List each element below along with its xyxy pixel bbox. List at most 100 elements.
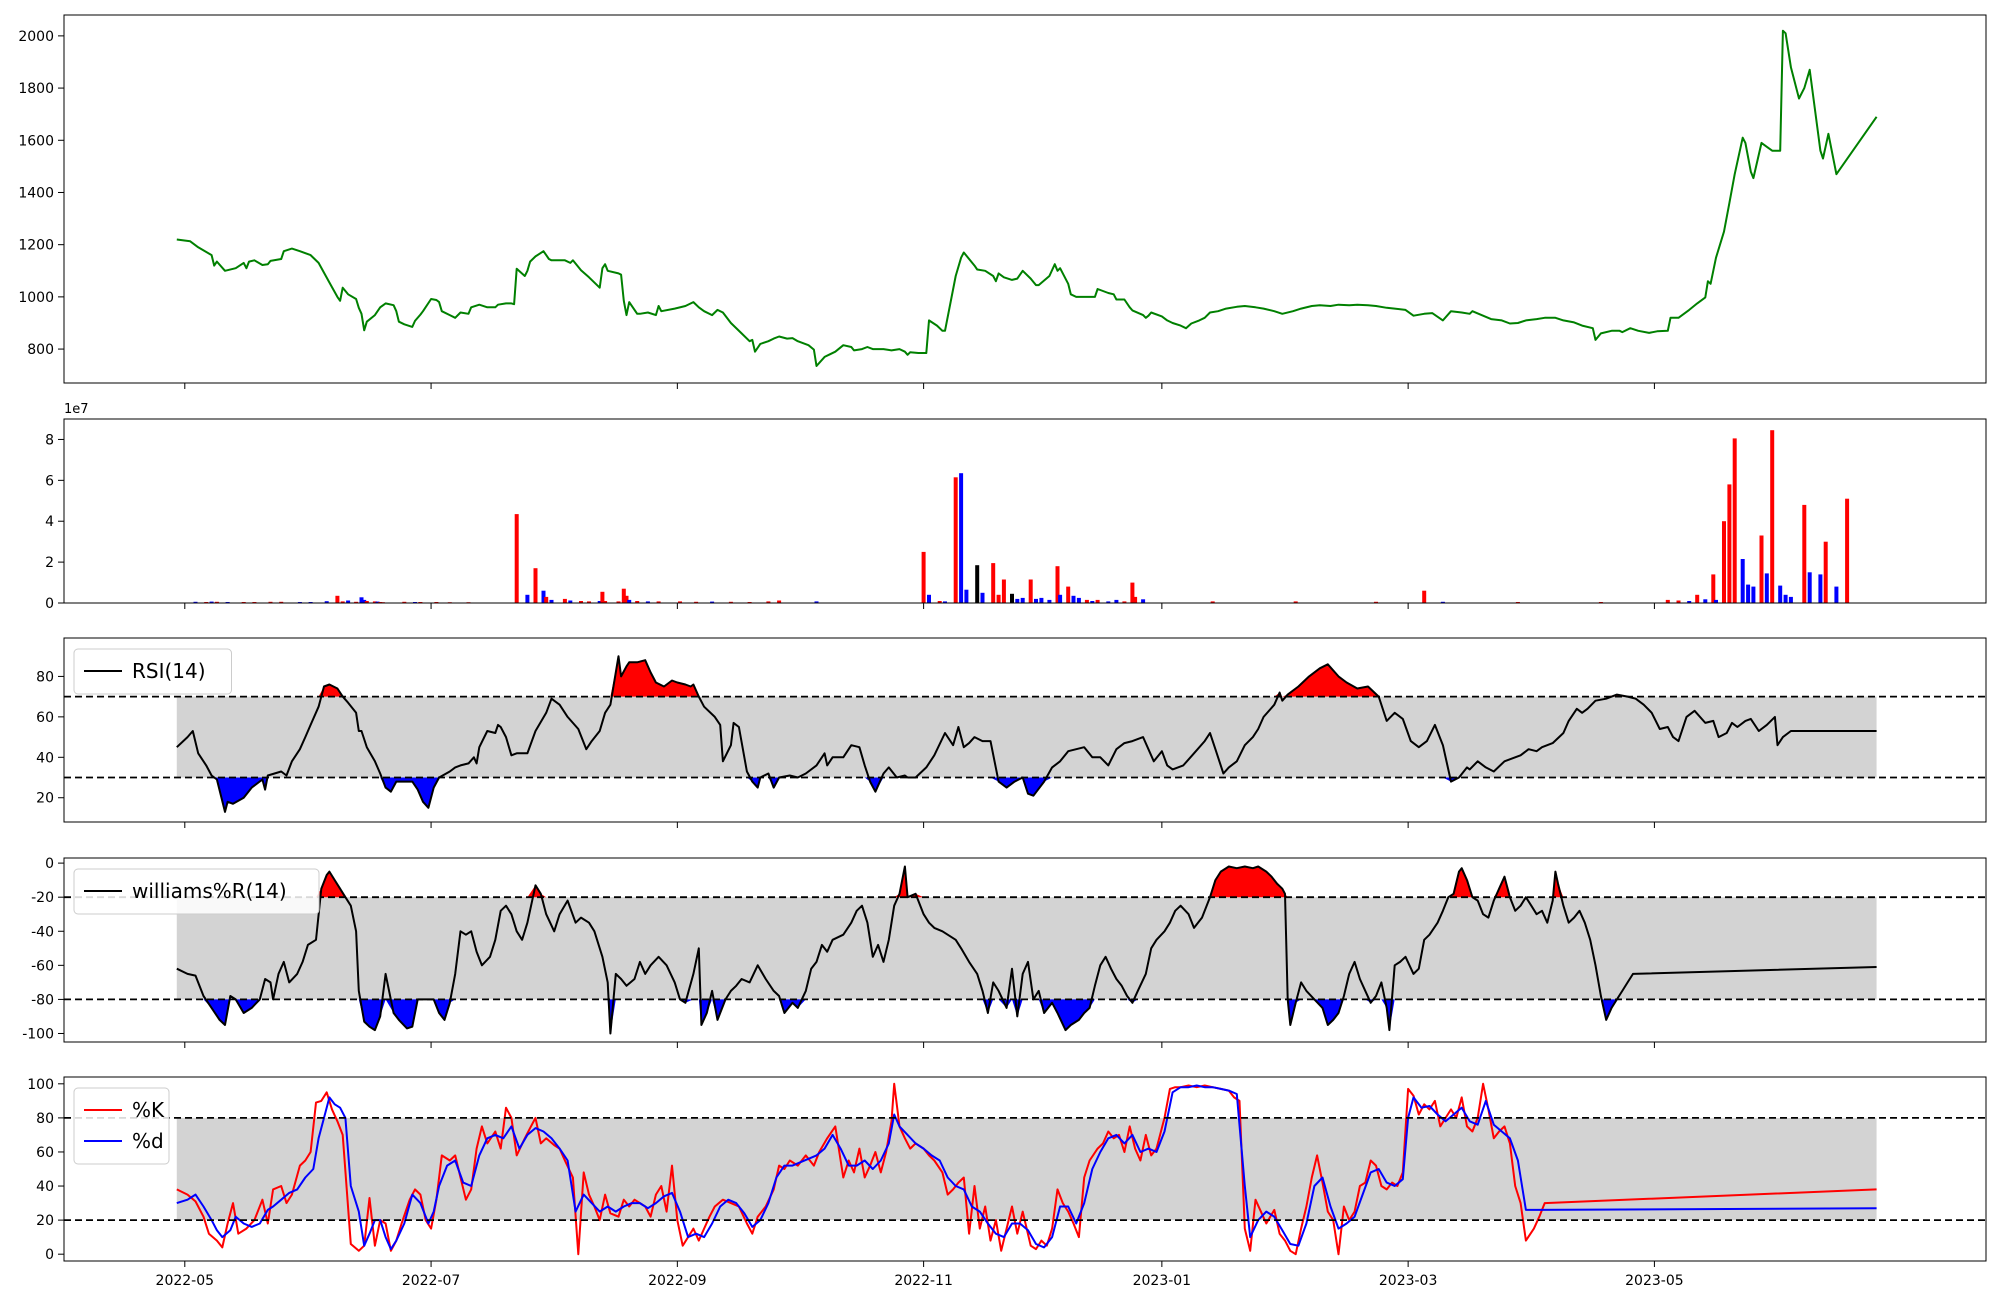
volume-bar	[193, 601, 198, 603]
volume-bar	[346, 600, 351, 603]
volume-bar	[324, 601, 329, 603]
stochastic-panel: %K %d 0 20 40 60 80 100	[27, 1076, 1987, 1267]
price-ytick-label: 1200	[18, 238, 54, 254]
volume-bar	[1422, 590, 1427, 603]
volume-bar	[1764, 573, 1769, 603]
volume-bar	[1066, 586, 1071, 603]
volume-bar	[402, 601, 407, 603]
volume-bar	[544, 596, 549, 603]
williams-ytick-label: -40	[31, 924, 54, 940]
volume-bar	[1055, 566, 1060, 603]
volume-bar	[1076, 597, 1081, 603]
williams-legend-box	[73, 868, 320, 915]
stochastic-legend-label: %K	[132, 1098, 165, 1122]
volume-ytick-label: 2	[45, 555, 54, 571]
volume-bar	[214, 601, 219, 603]
xtick-label: 2022-05	[156, 1273, 215, 1289]
volume-ytick-label: 8	[45, 432, 54, 448]
volume-bar	[1727, 484, 1732, 603]
volume-bar	[372, 601, 377, 603]
volume-bar	[375, 601, 380, 603]
williams-oversold-fill	[176, 999, 1877, 1034]
rsi-frame	[63, 637, 1987, 823]
volume-bar	[1130, 582, 1135, 603]
volume-bar	[579, 601, 583, 603]
williams-ytick-label: -100	[22, 1026, 54, 1042]
volume-bar	[1711, 574, 1716, 603]
volume-bar	[1740, 559, 1745, 603]
volume-bar	[364, 601, 369, 603]
xtick-label: 2023-05	[1625, 1273, 1684, 1289]
volume-bar	[678, 601, 682, 603]
volume-ytick-label: 4	[45, 514, 54, 530]
volume-bar	[1210, 601, 1215, 603]
volume-bar	[533, 568, 538, 603]
volume-ytick-label: 0	[45, 596, 54, 612]
volume-bar	[1687, 601, 1692, 603]
volume-bar	[975, 565, 980, 603]
williams-overbought-fill	[176, 866, 1877, 898]
price-ytick-label: 1600	[18, 133, 54, 149]
xtick-label: 2023-01	[1133, 1273, 1192, 1289]
price-panel: 800 1000 1200 1400 1600 1800 2000	[18, 14, 1987, 389]
price-ytick-label: 1800	[18, 81, 54, 97]
volume-bar	[1722, 521, 1726, 603]
volume-bar	[335, 595, 340, 603]
volume-bar	[1818, 574, 1823, 603]
volume-bar	[627, 599, 632, 603]
volume-ytick-label: 6	[45, 473, 54, 489]
price-ytick-label: 1400	[18, 185, 54, 201]
volume-bar	[1845, 498, 1850, 603]
volume-bar	[354, 601, 359, 603]
volume-bar	[1759, 535, 1764, 603]
xtick-label: 2022-09	[648, 1273, 707, 1289]
volume-bar	[1084, 599, 1089, 603]
volume-bar	[1823, 541, 1828, 603]
volume-bar	[943, 601, 947, 603]
stochastic-ytick-label: 40	[36, 1179, 54, 1195]
volume-bar	[635, 601, 640, 603]
williams-legend: williams%R(14)	[73, 868, 320, 915]
volume-bar	[1714, 599, 1718, 603]
volume-bar	[562, 598, 567, 603]
xtick-label: 2022-07	[402, 1273, 461, 1289]
volume-bar	[1039, 597, 1044, 603]
volume-bar	[991, 563, 996, 603]
volume-bar	[279, 601, 284, 603]
volume-bar	[1665, 599, 1670, 603]
williams-ytick-label: -20	[31, 890, 54, 906]
volume-bar	[359, 597, 364, 603]
williams-panel: williams%R(14) 0 -20 -40 -60 -80 -100	[22, 856, 1987, 1048]
volume-bar	[937, 601, 942, 603]
rsi-ytick-label: 60	[36, 710, 54, 726]
rsi-ytick-label: 40	[36, 750, 54, 766]
volume-bar	[1106, 601, 1111, 603]
volume-bar	[1440, 601, 1445, 603]
volume-bar	[603, 601, 608, 603]
stochastic-ytick-label: 60	[36, 1145, 54, 1161]
volume-bar	[959, 473, 964, 603]
williams-ytick-label: -80	[31, 992, 54, 1008]
volume-bar	[616, 601, 621, 603]
volume-frame	[63, 418, 1987, 604]
stochastic-ytick-label: 80	[36, 1111, 54, 1127]
volume-bar	[1746, 584, 1751, 603]
williams-ytick-label: -60	[31, 958, 54, 974]
volume-bar	[514, 514, 519, 603]
volume-bar	[1141, 599, 1146, 603]
volume-bar	[541, 590, 546, 603]
stochastic-legend-label: %d	[132, 1129, 164, 1153]
volume-bar	[209, 601, 214, 603]
volume-bar	[268, 601, 273, 603]
volume-bar	[1071, 595, 1076, 603]
price-ytick-label: 800	[27, 342, 54, 358]
volume-bar	[568, 600, 573, 603]
volume-bar	[1028, 579, 1033, 603]
stochastic-frame	[63, 1076, 1987, 1262]
volume-bar	[1122, 601, 1127, 603]
volume-bar	[1058, 594, 1063, 603]
stochastic-neutral-band	[176, 1117, 1877, 1221]
volume-bar	[728, 601, 733, 603]
rsi-line-rsi14	[176, 655, 1877, 813]
volume-bar	[1802, 504, 1807, 603]
